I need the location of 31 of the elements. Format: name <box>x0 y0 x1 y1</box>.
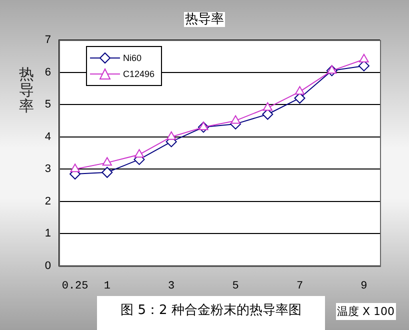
point <box>166 131 176 140</box>
x-tick-label: 1 <box>104 280 111 293</box>
x-tick-label: 9 <box>360 280 368 293</box>
point <box>102 157 112 166</box>
x-tick-label: 0.25 <box>62 280 88 293</box>
point <box>230 115 240 124</box>
y-tick-label: 6 <box>44 66 51 78</box>
y-tick-label: 2 <box>44 195 51 208</box>
x-tick-label: 5 <box>232 280 239 293</box>
y-axis-title: 热导率 <box>19 65 35 115</box>
point <box>294 86 305 95</box>
point <box>102 166 113 178</box>
x-tick-label: 7 <box>296 280 304 293</box>
y-tick-label: 7 <box>44 34 51 46</box>
point <box>262 102 272 111</box>
x-axis-title: 温度 X 100 <box>336 303 396 320</box>
y-tick-label: 3 <box>44 163 51 176</box>
y-tick-label: 4 <box>44 130 51 143</box>
chart-title: 热导率 <box>184 12 225 27</box>
point <box>359 54 369 62</box>
legend-label: Ni60 <box>123 53 142 63</box>
caption: 图 5：2 种合金粉末的热导率图 <box>97 296 325 330</box>
point <box>327 65 337 74</box>
point <box>134 149 144 158</box>
point <box>70 164 80 172</box>
y-tick-label: 0 <box>44 260 51 272</box>
y-tick-label: 5 <box>44 98 51 111</box>
point <box>198 122 208 130</box>
y-tick-label: 1 <box>44 228 51 240</box>
legend-label: C12496 <box>123 69 155 79</box>
x-tick-label: 3 <box>168 280 175 293</box>
